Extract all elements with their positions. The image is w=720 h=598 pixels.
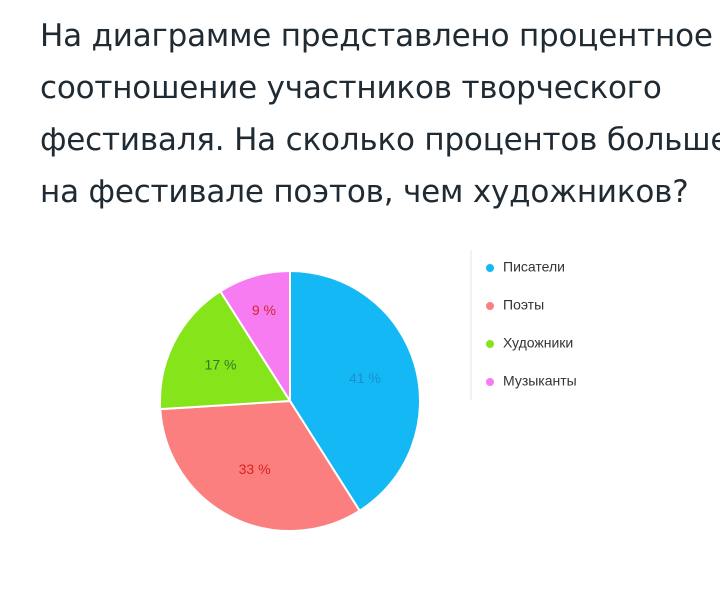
pie-slice-label: 41 % — [349, 370, 381, 386]
pie-slice-label: 33 % — [239, 461, 271, 477]
legend-marker — [486, 264, 494, 272]
legend-label: Писатели — [503, 259, 565, 275]
legend-label: Художники — [503, 335, 573, 351]
pie-slice — [218, 269, 291, 405]
pie-slice-labels: 41 % 33 % 17 % 9 % — [205, 302, 381, 477]
pie-slice-label: 9 % — [252, 302, 276, 318]
question-text: На диаграмме представлено процентное соо… — [40, 10, 720, 218]
pie-slices — [159, 269, 421, 532]
legend-marker — [486, 302, 494, 310]
question-line: на фестивале поэтов, чем художников? — [40, 174, 689, 210]
pie-slice — [159, 399, 362, 532]
legend-marker — [486, 340, 494, 348]
legend-label: Музыканты — [503, 373, 577, 389]
question-line: фестиваля. На сколько процентов больше — [40, 122, 720, 158]
legend-marker — [486, 378, 494, 386]
chart-legend: Писатели Поэты Художники Музыканты — [486, 259, 577, 389]
legend-label: Поэты — [503, 297, 544, 313]
pie-slice — [159, 289, 292, 411]
pie-slice-label: 17 % — [205, 356, 237, 372]
question-line: На диаграмме представлено процентное — [40, 18, 713, 54]
question-line: соотношение участников творческого — [40, 70, 662, 106]
